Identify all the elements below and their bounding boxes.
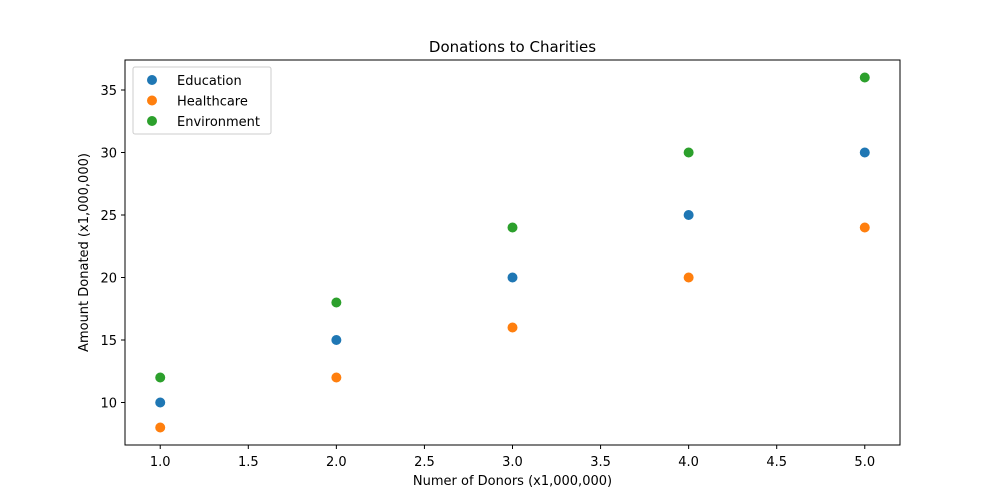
y-tick-label: 10 [100, 397, 117, 412]
data-point-healthcare [859, 222, 870, 233]
y-tick-label: 20 [100, 272, 117, 287]
legend-marker-healthcare [147, 95, 157, 106]
legend-marker-environment [147, 116, 157, 126]
x-tick-label: 3.0 [502, 455, 523, 470]
x-tick-label: 2.5 [414, 455, 435, 470]
legend-label-education: Education [177, 74, 242, 89]
data-point-education [507, 272, 518, 283]
y-axis-label: Amount Donated (x1,000,000) [77, 153, 92, 352]
legend-label-environment: Environment [177, 115, 260, 130]
y-axis-ticks: 10 15 20 25 30 35 [100, 84, 125, 412]
data-point-environment [331, 297, 342, 308]
y-tick-label: 35 [100, 84, 117, 99]
data-point-healthcare [507, 322, 518, 333]
legend-marker-education [147, 75, 157, 85]
y-tick-label: 25 [100, 209, 117, 224]
data-point-healthcare [683, 272, 694, 283]
x-tick-label: 1.5 [238, 455, 259, 470]
data-point-education [331, 335, 342, 345]
x-axis-label: Numer of Donors (x1,000,000) [413, 474, 612, 489]
data-point-environment [859, 72, 870, 83]
y-tick-label: 15 [100, 334, 117, 349]
legend-label-healthcare: Healthcare [177, 95, 248, 110]
data-point-environment [507, 222, 518, 233]
x-axis-ticks: 1.0 1.5 2.0 2.5 3.0 3.5 4.0 4.5 5.0 [150, 445, 875, 470]
x-tick-label: 3.5 [590, 455, 611, 470]
chart-title: Donations to Charities [429, 38, 596, 56]
x-tick-label: 4.5 [766, 455, 787, 470]
y-tick-label: 30 [100, 147, 117, 162]
data-point-healthcare [155, 422, 166, 433]
legend-frame [132, 66, 272, 135]
x-tick-label: 4.0 [678, 455, 699, 470]
data-point-education [683, 210, 694, 220]
plot-frame [124, 59, 901, 446]
legend: Education Healthcare Environment [132, 66, 272, 135]
data-point-healthcare [331, 372, 342, 383]
x-tick-label: 2.0 [326, 455, 347, 470]
data-points [155, 72, 870, 433]
data-point-environment [683, 147, 694, 158]
x-tick-label: 1.0 [150, 455, 171, 470]
data-point-education [155, 397, 166, 408]
data-point-environment [155, 372, 166, 383]
x-tick-label: 5.0 [854, 455, 875, 470]
data-point-education [859, 147, 870, 158]
